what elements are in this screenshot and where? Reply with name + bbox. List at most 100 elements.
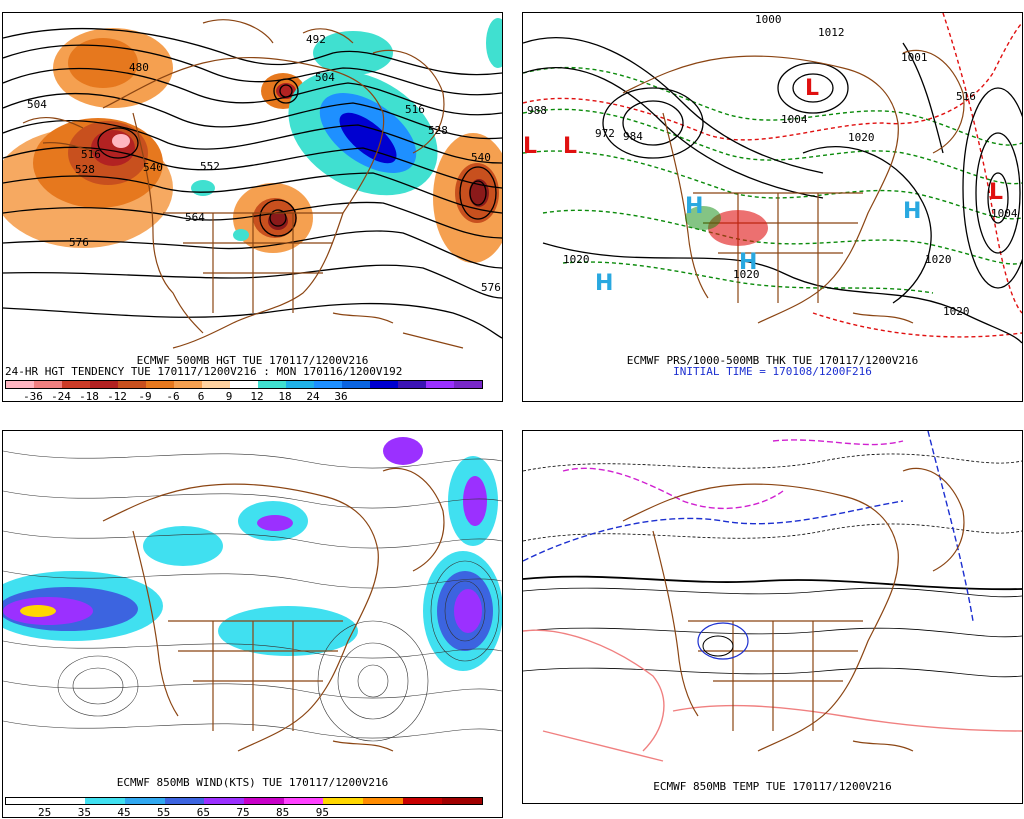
colorbar-swatch [454, 381, 482, 388]
colorbar-label: 25 [38, 806, 52, 818]
colorbar-swatch [426, 381, 454, 388]
contour-label: 504 [27, 98, 47, 111]
colorbar-swatch [202, 381, 230, 388]
contour-label: 1020 [848, 131, 875, 144]
precip-area [685, 206, 768, 246]
colorbar-label: 18 [278, 390, 292, 402]
colorbar-label: 36 [334, 390, 348, 402]
colorbar-swatch [314, 381, 342, 388]
panel-500mb-height: 480 492 504 504 516 516 528 528 540 540 … [2, 12, 503, 402]
colorbar-swatch [442, 798, 483, 804]
wind-colorbar-labels: 25 35 45 55 65 75 85 95 [5, 806, 481, 818]
panel-caption-main: ECMWF 500MB HGT TUE 170117/1200V216 [136, 354, 369, 367]
low-center-marker: L [523, 134, 537, 159]
contour-label: 576 [481, 281, 501, 294]
contour-label: 552 [200, 160, 220, 173]
contour-label: 1020 [925, 253, 952, 266]
colorbar-swatch [146, 381, 174, 388]
colorbar-swatch [363, 798, 403, 804]
contour-label: 576 [69, 236, 89, 249]
cold-pocket [697, 622, 749, 660]
colorbar-label: 95 [315, 806, 329, 818]
colorbar-swatch [6, 798, 46, 804]
contour-labels: 480 492 504 504 516 516 528 528 540 540 … [27, 33, 501, 294]
colorbar-swatch [323, 798, 364, 804]
colorbar-label: 65 [196, 806, 210, 818]
tendency-colorbar-labels: -36 -24 -18 -12 -9 -6 6 9 12 18 24 36 [5, 390, 481, 402]
thickness-contours [523, 13, 1022, 338]
colorbar-label: -12 [107, 390, 127, 402]
map-500mb-height: 480 492 504 504 516 516 528 528 540 540 … [3, 18, 502, 349]
colorbar-swatch [164, 798, 205, 804]
contour-label: 504 [315, 71, 335, 84]
map-850mb-temp [523, 431, 1022, 762]
colorbar-swatch [370, 381, 398, 388]
colorbar-swatch [258, 381, 286, 388]
colorbar-swatch [398, 381, 426, 388]
pressure-centers: L L L H H H H L [523, 76, 1003, 296]
colorbar-swatch [286, 381, 314, 388]
colorbar-swatch [283, 798, 324, 804]
colorbar-label: 75 [236, 806, 250, 818]
contour-label: 528 [75, 163, 95, 176]
colorbar-label: 24 [306, 390, 320, 402]
colorbar-label: -18 [79, 390, 99, 402]
contour-label: 1012 [818, 26, 845, 39]
panel-caption-main: ECMWF 850MB TEMP TUE 170117/1200V216 [653, 780, 892, 793]
colorbar-label: 12 [250, 390, 264, 402]
high-center-marker: H [739, 250, 757, 275]
coastlines [22, 19, 464, 349]
low-center-marker: L [563, 134, 577, 159]
coastlines [622, 49, 965, 324]
panel-pressure-thickness: 1000 1012 1001 1004 988 972 984 1020 102… [522, 12, 1023, 402]
colorbar-swatch [230, 381, 258, 388]
contour-label: 528 [428, 124, 448, 137]
colorbar-swatch [85, 798, 126, 804]
map-850mb-wind [3, 437, 502, 752]
contour-label: 1020 [563, 253, 590, 266]
colorbar-label: 85 [276, 806, 290, 818]
colorbar-label: -9 [138, 390, 152, 402]
contour-label: 492 [306, 33, 326, 46]
panel-850mb-wind: ECMWF 850MB WIND(KTS) TUE 170117/1200V21… [2, 430, 503, 818]
high-center-marker: H [903, 199, 921, 224]
colorbar-swatch [174, 381, 202, 388]
colorbar-swatch [45, 798, 86, 804]
contour-label: 480 [129, 61, 149, 74]
tendency-colorbar [5, 380, 483, 389]
colorbar-swatch [244, 798, 284, 804]
temperature-contours [523, 431, 1022, 762]
colorbar-swatch [34, 381, 62, 388]
contour-label: 988 [527, 104, 547, 117]
colorbar-swatch [342, 381, 370, 388]
colorbar-label: -6 [166, 390, 180, 402]
colorbar-label: -24 [51, 390, 71, 402]
height-contours [3, 27, 502, 339]
colorbar-swatch [6, 381, 34, 388]
colorbar-swatch [118, 381, 146, 388]
coastlines [102, 467, 445, 752]
panel-caption-main: ECMWF 850MB WIND(KTS) TUE 170117/1200V21… [116, 776, 389, 789]
wind-speed-shading [3, 437, 502, 671]
low-center-marker: L [989, 180, 1003, 205]
colorbar-label: 35 [77, 806, 91, 818]
pressure-contours [523, 37, 1022, 344]
low-center-marker: L [805, 76, 819, 101]
coastlines [622, 467, 965, 752]
contour-label: 1001 [901, 51, 928, 64]
contour-label: 972 [595, 127, 615, 140]
contour-label: 984 [623, 130, 643, 143]
panel-850mb-temp: ECMWF 850MB TEMP TUE 170117/1200V216 [522, 430, 1023, 804]
initial-time-caption: INITIAL TIME = 170108/1200F216 [673, 365, 872, 378]
colorbar-label: -36 [23, 390, 43, 402]
colorbar-label: 45 [117, 806, 131, 818]
colorbar-label: 55 [157, 806, 171, 818]
panel-caption-tendency: 24-HR HGT TENDENCY TUE 170117/1200V216 :… [5, 365, 403, 378]
contour-label: 1000 [755, 13, 782, 26]
contour-labels: 1000 1012 1001 1004 988 972 984 1020 102… [527, 13, 1018, 318]
colorbar-swatch [402, 798, 443, 804]
colorbar-swatch [125, 798, 165, 804]
streamlines [3, 450, 502, 742]
colorbar-label: 9 [225, 390, 233, 402]
map-pressure-thickness: 1000 1012 1001 1004 988 972 984 1020 102… [523, 13, 1022, 344]
